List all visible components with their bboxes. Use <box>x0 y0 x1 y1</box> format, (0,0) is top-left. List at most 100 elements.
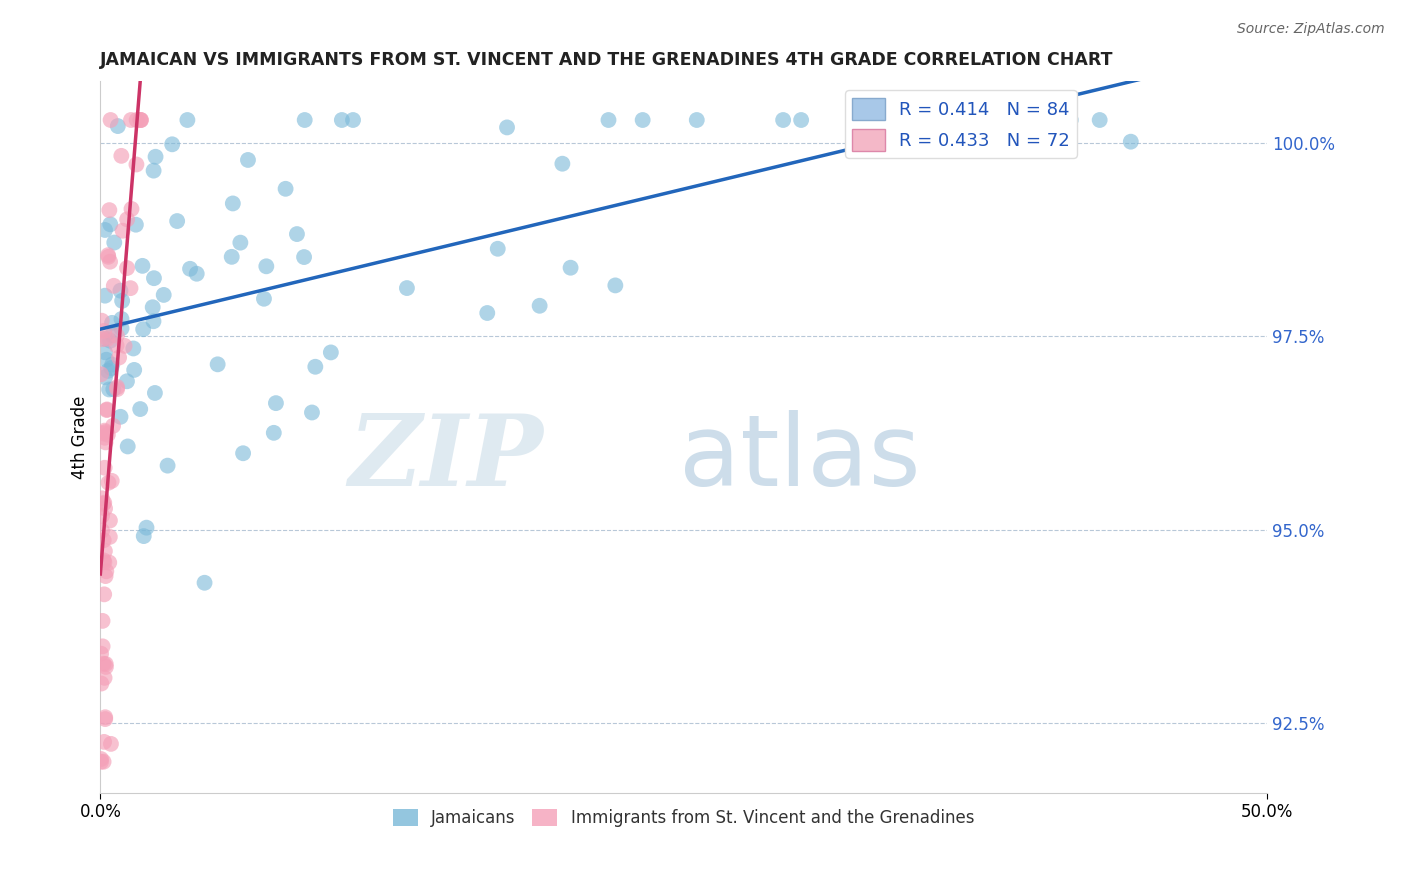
Point <box>145 150 167 164</box>
Point <box>97 248 120 262</box>
Point <box>94 425 117 439</box>
Text: ZIP: ZIP <box>349 410 544 507</box>
Point <box>110 149 132 163</box>
Point <box>529 299 551 313</box>
Point <box>93 671 115 685</box>
Point <box>125 113 148 128</box>
Point <box>98 334 121 348</box>
Point <box>253 292 276 306</box>
Point <box>90 368 112 382</box>
Point <box>93 533 115 548</box>
Point <box>90 647 112 661</box>
Point <box>110 409 132 424</box>
Point <box>94 544 117 558</box>
Point <box>274 182 297 196</box>
Point <box>129 113 152 128</box>
Point <box>304 359 326 374</box>
Point <box>108 351 131 365</box>
Point <box>152 288 174 302</box>
Point <box>193 575 215 590</box>
Point <box>263 425 285 440</box>
Point <box>110 312 132 326</box>
Point <box>496 120 519 135</box>
Point <box>686 113 709 128</box>
Text: atlas: atlas <box>679 409 921 507</box>
Point <box>90 755 112 769</box>
Point <box>98 514 121 528</box>
Point <box>93 587 115 601</box>
Point <box>91 508 114 523</box>
Point <box>142 163 165 178</box>
Point <box>100 361 122 376</box>
Point <box>90 752 112 766</box>
Point <box>264 396 287 410</box>
Point <box>176 113 198 128</box>
Point <box>330 113 353 128</box>
Point <box>132 529 155 543</box>
Point <box>93 496 115 510</box>
Point <box>94 569 117 583</box>
Point <box>395 281 418 295</box>
Point <box>93 553 115 567</box>
Point <box>285 227 308 241</box>
Point <box>790 113 813 128</box>
Point <box>560 260 582 275</box>
Point <box>94 435 117 450</box>
Point <box>129 113 152 128</box>
Point <box>143 271 166 285</box>
Point <box>98 254 121 268</box>
Point <box>232 446 254 460</box>
Text: Source: ZipAtlas.com: Source: ZipAtlas.com <box>1237 22 1385 37</box>
Point <box>142 314 165 328</box>
Point <box>1060 113 1083 128</box>
Point <box>94 332 117 346</box>
Point <box>94 345 117 359</box>
Point <box>117 440 139 454</box>
Point <box>772 113 794 128</box>
Point <box>98 383 121 397</box>
Point <box>160 137 183 152</box>
Point <box>122 342 145 356</box>
Point <box>101 316 124 330</box>
Point <box>125 218 148 232</box>
Point <box>91 640 114 654</box>
Point <box>111 293 134 308</box>
Point <box>94 660 117 674</box>
Point <box>93 735 115 749</box>
Point <box>94 288 117 302</box>
Point <box>229 235 252 250</box>
Point <box>342 113 364 128</box>
Point <box>120 281 142 295</box>
Point <box>103 235 125 250</box>
Point <box>143 386 166 401</box>
Point <box>605 278 627 293</box>
Point <box>97 250 120 264</box>
Point <box>97 475 120 490</box>
Point <box>207 357 229 371</box>
Point <box>131 259 153 273</box>
Point <box>93 424 115 438</box>
Point <box>1088 113 1111 128</box>
Point <box>91 524 114 538</box>
Point <box>100 474 122 488</box>
Point <box>105 328 128 343</box>
Point <box>91 332 114 346</box>
Point <box>101 328 124 343</box>
Point <box>93 460 115 475</box>
Point <box>301 405 323 419</box>
Point <box>93 324 115 338</box>
Point <box>96 564 118 578</box>
Point <box>156 458 179 473</box>
Point <box>96 403 118 417</box>
Point <box>96 332 118 346</box>
Point <box>94 370 117 384</box>
Point <box>101 418 124 433</box>
Point <box>254 260 277 274</box>
Point <box>105 338 128 352</box>
Point <box>90 314 112 328</box>
Point <box>1032 113 1054 128</box>
Point <box>105 380 128 394</box>
Point <box>98 217 121 231</box>
Point <box>125 157 148 171</box>
Point <box>93 755 115 769</box>
